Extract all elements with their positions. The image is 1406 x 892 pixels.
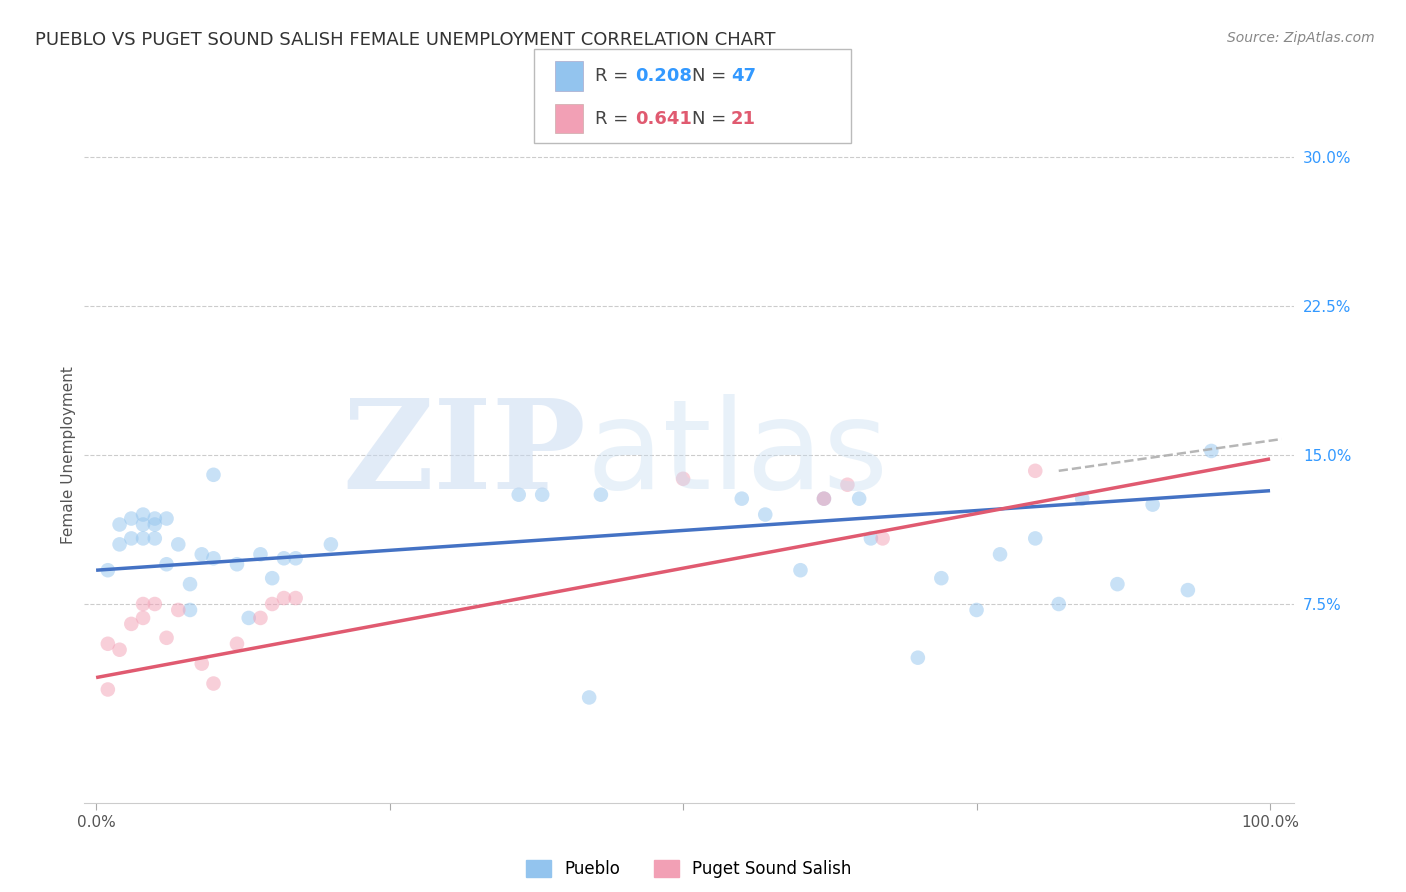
Point — [1107, 577, 1129, 591]
Point — [319, 537, 342, 551]
Text: ZIP: ZIP — [343, 394, 586, 516]
Point — [190, 547, 212, 561]
Point — [143, 532, 166, 546]
Point — [284, 591, 307, 605]
Point — [249, 547, 271, 561]
Text: Source: ZipAtlas.com: Source: ZipAtlas.com — [1227, 31, 1375, 45]
Point — [143, 511, 166, 525]
Point — [132, 597, 155, 611]
Point — [108, 642, 131, 657]
Point — [284, 551, 307, 566]
Point — [97, 563, 120, 577]
Point — [578, 690, 600, 705]
Point — [202, 467, 225, 482]
Point — [167, 603, 190, 617]
Point — [813, 491, 835, 506]
Point — [531, 488, 554, 502]
Point — [848, 491, 870, 506]
Point — [132, 517, 155, 532]
Point — [132, 611, 155, 625]
Point — [108, 517, 131, 532]
Text: R =: R = — [595, 67, 634, 85]
Point — [179, 577, 201, 591]
Point — [754, 508, 776, 522]
Point — [262, 597, 284, 611]
Text: PUEBLO VS PUGET SOUND SALISH FEMALE UNEMPLOYMENT CORRELATION CHART: PUEBLO VS PUGET SOUND SALISH FEMALE UNEM… — [35, 31, 776, 49]
Point — [167, 537, 190, 551]
Point — [273, 591, 295, 605]
Point — [238, 611, 260, 625]
Point — [155, 511, 177, 525]
Text: N =: N = — [692, 110, 731, 128]
Point — [179, 603, 201, 617]
Point — [1024, 532, 1046, 546]
Point — [249, 611, 271, 625]
Point — [1177, 583, 1199, 598]
Point — [132, 508, 155, 522]
Point — [155, 558, 177, 572]
Legend: Pueblo, Puget Sound Salish: Pueblo, Puget Sound Salish — [520, 854, 858, 885]
Point — [907, 650, 929, 665]
Point — [202, 551, 225, 566]
Point — [132, 532, 155, 546]
Point — [97, 637, 120, 651]
Point — [120, 616, 142, 631]
Point — [143, 597, 166, 611]
Point — [789, 563, 811, 577]
Point — [589, 488, 612, 502]
Point — [262, 571, 284, 585]
Point — [966, 603, 988, 617]
Point — [508, 488, 530, 502]
Text: R =: R = — [595, 110, 634, 128]
Point — [155, 631, 177, 645]
Point — [931, 571, 953, 585]
Text: 0.208: 0.208 — [636, 67, 693, 85]
Point — [97, 682, 120, 697]
Text: 0.641: 0.641 — [636, 110, 692, 128]
Point — [813, 491, 835, 506]
Point — [837, 477, 859, 491]
Point — [731, 491, 754, 506]
Text: atlas: atlas — [586, 394, 889, 516]
Point — [108, 537, 131, 551]
Point — [1024, 464, 1046, 478]
Point — [872, 532, 894, 546]
Point — [859, 532, 882, 546]
Point — [988, 547, 1011, 561]
Point — [672, 472, 695, 486]
Text: 21: 21 — [731, 110, 756, 128]
Text: N =: N = — [692, 67, 731, 85]
Point — [143, 517, 166, 532]
Point — [273, 551, 295, 566]
Text: 47: 47 — [731, 67, 756, 85]
Point — [226, 558, 249, 572]
Point — [190, 657, 212, 671]
Point — [120, 511, 142, 525]
Point — [1047, 597, 1070, 611]
Point — [1071, 491, 1094, 506]
Y-axis label: Female Unemployment: Female Unemployment — [60, 366, 76, 544]
Point — [1142, 498, 1164, 512]
Point — [120, 532, 142, 546]
Point — [202, 676, 225, 690]
Point — [226, 637, 249, 651]
Point — [1201, 444, 1223, 458]
